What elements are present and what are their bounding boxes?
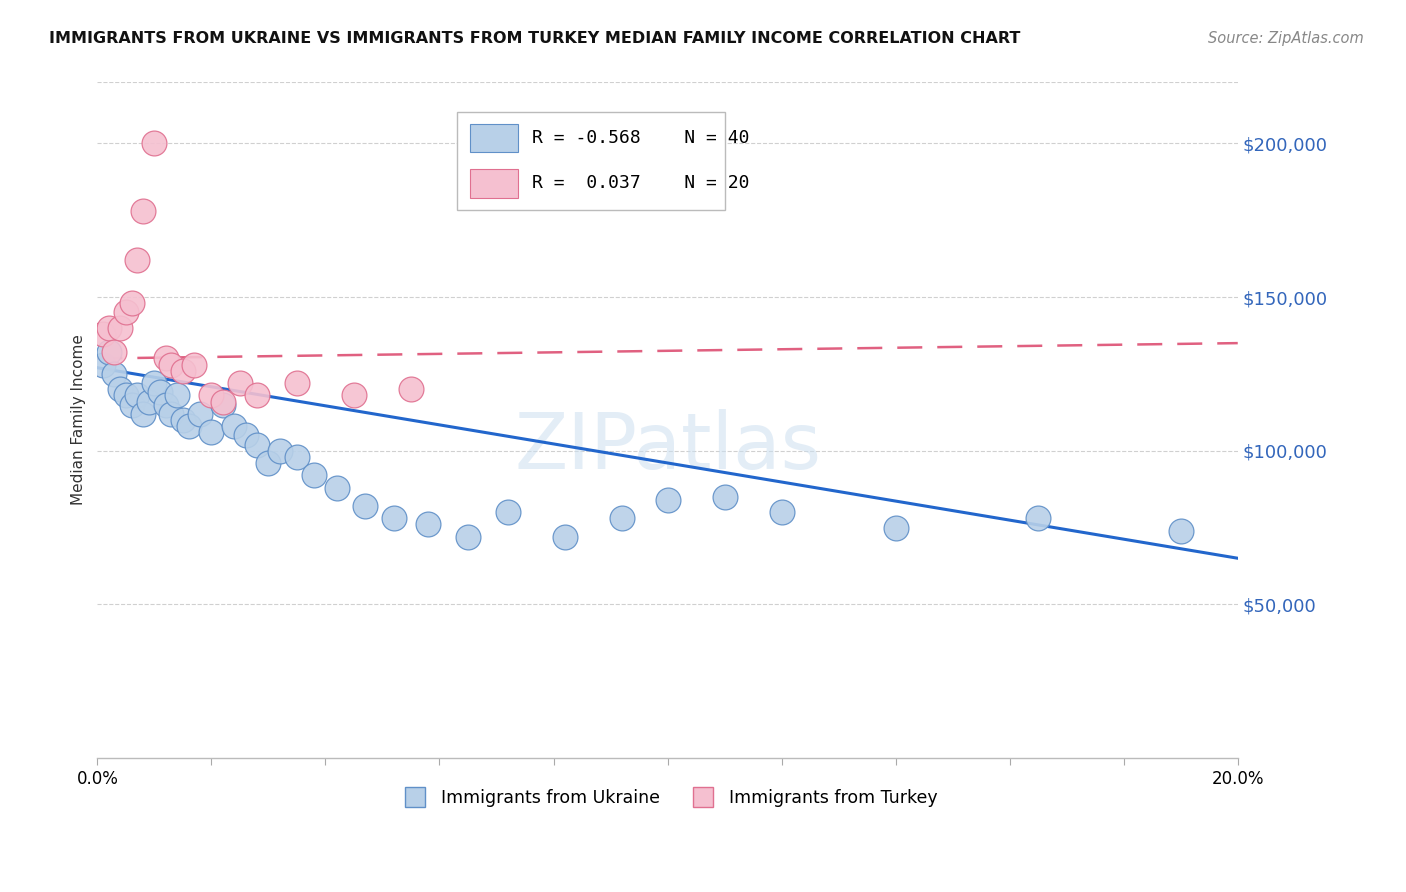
Point [657, 492, 679, 507]
Point [354, 499, 377, 513]
Text: R = -0.568    N = 40: R = -0.568 N = 40 [531, 129, 749, 147]
Point [1170, 524, 1192, 538]
Point [127, 388, 149, 402]
Point [200, 388, 222, 402]
Point [200, 425, 222, 440]
Point [172, 364, 194, 378]
FancyBboxPatch shape [457, 112, 724, 211]
Point [138, 394, 160, 409]
Point [155, 398, 177, 412]
Point [160, 407, 183, 421]
Bar [470, 124, 519, 153]
Point [229, 376, 252, 390]
Point [108, 382, 131, 396]
Point [91, 358, 114, 372]
Point [103, 345, 125, 359]
Point [115, 305, 138, 319]
Point [246, 437, 269, 451]
Text: Source: ZipAtlas.com: Source: ZipAtlas.com [1208, 31, 1364, 46]
Point [103, 367, 125, 381]
Point [177, 419, 200, 434]
Point [183, 358, 205, 372]
Point [399, 382, 422, 396]
Point [713, 490, 735, 504]
Y-axis label: Median Family Income: Median Family Income [72, 334, 86, 506]
Point [143, 136, 166, 151]
Bar [470, 169, 519, 197]
Text: ZIPatlas: ZIPatlas [515, 409, 821, 485]
Point [610, 511, 633, 525]
Point [127, 253, 149, 268]
Point [172, 413, 194, 427]
Point [457, 530, 479, 544]
Point [343, 388, 366, 402]
Point [285, 450, 308, 464]
Point [121, 398, 143, 412]
Point [257, 456, 280, 470]
Point [108, 320, 131, 334]
Point [149, 385, 172, 400]
Point [121, 296, 143, 310]
Point [496, 505, 519, 519]
Point [155, 351, 177, 366]
Point [770, 505, 793, 519]
Point [132, 204, 155, 219]
Point [302, 468, 325, 483]
Point [416, 517, 439, 532]
Point [211, 398, 233, 412]
Point [166, 388, 188, 402]
Point [1026, 511, 1049, 525]
Point [235, 428, 257, 442]
Point [160, 358, 183, 372]
Legend: Immigrants from Ukraine, Immigrants from Turkey: Immigrants from Ukraine, Immigrants from… [391, 781, 945, 814]
Point [97, 320, 120, 334]
Point [188, 407, 211, 421]
Point [211, 394, 233, 409]
Point [382, 511, 405, 525]
Point [246, 388, 269, 402]
Point [884, 520, 907, 534]
Point [97, 345, 120, 359]
Point [115, 388, 138, 402]
Point [91, 326, 114, 341]
Text: IMMIGRANTS FROM UKRAINE VS IMMIGRANTS FROM TURKEY MEDIAN FAMILY INCOME CORRELATI: IMMIGRANTS FROM UKRAINE VS IMMIGRANTS FR… [49, 31, 1021, 46]
Point [285, 376, 308, 390]
Point [143, 376, 166, 390]
Point [132, 407, 155, 421]
Point [554, 530, 576, 544]
Text: R =  0.037    N = 20: R = 0.037 N = 20 [531, 174, 749, 193]
Point [224, 419, 246, 434]
Point [269, 443, 291, 458]
Point [326, 481, 349, 495]
